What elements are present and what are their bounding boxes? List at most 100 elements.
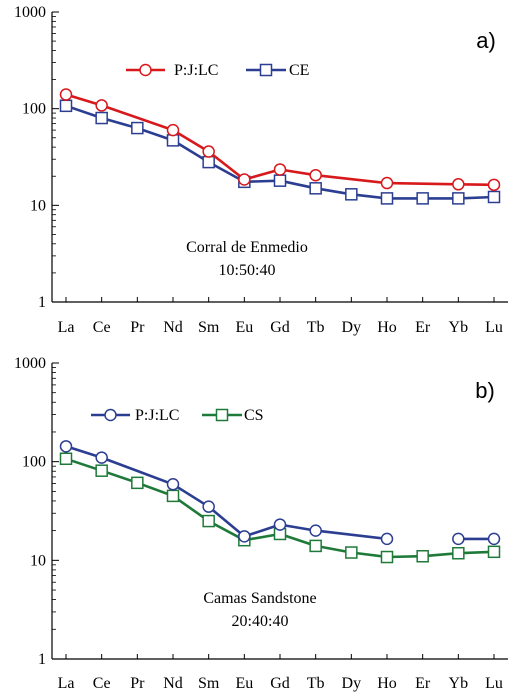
- data-point: [59, 99, 73, 113]
- legend-label: P:J:LC: [135, 407, 179, 424]
- series-ce: [59, 99, 501, 205]
- legend-label: P:J:LC: [174, 62, 218, 79]
- data-point: [166, 489, 180, 503]
- data-point: [202, 514, 215, 528]
- x-tick-label: Yb: [449, 675, 469, 692]
- data-point: [238, 173, 251, 186]
- data-point: [95, 451, 108, 464]
- x-tick-label: Gd: [270, 675, 290, 692]
- x-tick-label: La: [58, 319, 75, 336]
- data-point: [95, 111, 108, 125]
- legend-marker: [139, 63, 152, 77]
- y-tick-label: 1000: [14, 355, 46, 372]
- data-point: [380, 192, 394, 205]
- data-point: [416, 549, 429, 563]
- data-point: [345, 546, 358, 559]
- data-point: [309, 524, 322, 537]
- data-point: [59, 452, 73, 466]
- x-tick-label: Gd: [270, 319, 290, 336]
- data-point: [380, 532, 394, 546]
- y-tick-label: 1: [38, 294, 46, 311]
- chart-panel-b: 1 10 100 1000 La Ce Pr Nd Sm Eu Gd Tb Dy Ho Er Yb Lu b) Ca…: [14, 355, 508, 692]
- data-point: [59, 440, 73, 453]
- panel-label: a): [476, 28, 496, 53]
- data-point: [202, 155, 215, 169]
- legend-entry: CE: [246, 62, 309, 79]
- x-tick-label: Yb: [449, 319, 469, 336]
- data-point: [59, 88, 73, 101]
- legend-entry: P:J:LC: [91, 407, 179, 424]
- annotation-line: Corral de Enmedio: [186, 239, 308, 256]
- data-point: [273, 163, 287, 176]
- x-tick-label: Eu: [235, 675, 253, 692]
- data-point: [131, 476, 144, 490]
- x-tick-label: Pr: [130, 319, 145, 336]
- data-point: [202, 500, 215, 513]
- x-tick-label: Eu: [235, 319, 253, 336]
- data-point: [131, 121, 144, 135]
- data-point: [273, 518, 287, 531]
- y-tick-label: 100: [22, 101, 46, 118]
- y-tick-label: 10: [30, 197, 46, 214]
- data-point: [95, 99, 108, 112]
- x-tick-label: Dy: [342, 675, 362, 692]
- data-point: [95, 464, 108, 477]
- data-point: [166, 134, 180, 147]
- data-point: [380, 550, 394, 564]
- x-tick-label: Pr: [130, 675, 145, 692]
- panel-label: b): [475, 378, 495, 403]
- x-tick-label: Nd: [163, 675, 183, 692]
- legend-marker: [104, 408, 117, 422]
- x-tick-label: Tb: [307, 675, 325, 692]
- data-point: [487, 190, 501, 204]
- series-p-j-lc: [59, 88, 501, 192]
- data-point: [309, 539, 322, 553]
- annotation-line: Camas Sandstone: [203, 590, 316, 607]
- x-tick-label: Sm: [198, 675, 220, 692]
- x-tick-label: Ho: [377, 319, 397, 336]
- data-point: [309, 168, 322, 182]
- x-tick-label: Nd: [163, 319, 183, 336]
- series-p-j-lc: [59, 440, 501, 546]
- legend-label: CS: [244, 407, 264, 424]
- legend-marker: [259, 63, 273, 77]
- data-point: [452, 178, 465, 191]
- legend-label: CE: [289, 62, 309, 79]
- data-point: [452, 532, 465, 546]
- series-line: [65, 93, 495, 187]
- x-tick-label: Tb: [307, 319, 325, 336]
- series-line: [65, 457, 495, 559]
- x-tick-label: Dy: [342, 319, 362, 336]
- annotation-line: 10:50:40: [219, 262, 276, 279]
- x-tick-label: Er: [415, 675, 431, 692]
- x-tick-label: Lu: [485, 675, 503, 692]
- data-point: [487, 532, 501, 546]
- data-point: [452, 192, 465, 205]
- x-tick-label: La: [58, 675, 75, 692]
- legend-entry: CS: [202, 407, 264, 424]
- data-point: [238, 530, 251, 543]
- annotation-line: 20:40:40: [232, 613, 289, 630]
- data-point: [309, 182, 322, 195]
- data-point: [345, 188, 358, 201]
- x-tick-label: Sm: [198, 319, 220, 336]
- y-tick-label: 100: [22, 454, 46, 471]
- series-cs: [59, 452, 501, 564]
- x-tick-label: Er: [415, 319, 431, 336]
- data-point: [487, 545, 501, 559]
- y-tick-label: 1000: [14, 4, 46, 21]
- legend-entry: P:J:LC: [126, 62, 218, 79]
- chart-panel-a: 1 10 100 1000 La Ce Pr Nd Sm Eu Gd Tb Dy Ho Er Yb Lu a) Co…: [14, 4, 508, 336]
- data-point: [273, 174, 287, 187]
- y-tick-label: 1: [38, 651, 46, 668]
- legend-marker: [215, 408, 229, 422]
- y-tick-label: 10: [30, 552, 46, 569]
- x-tick-label: Ce: [93, 319, 111, 336]
- data-point: [487, 178, 501, 192]
- x-tick-label: Lu: [485, 319, 503, 336]
- data-point: [452, 546, 465, 560]
- data-point: [166, 478, 180, 491]
- x-tick-label: Ho: [377, 675, 397, 692]
- data-point: [416, 192, 429, 205]
